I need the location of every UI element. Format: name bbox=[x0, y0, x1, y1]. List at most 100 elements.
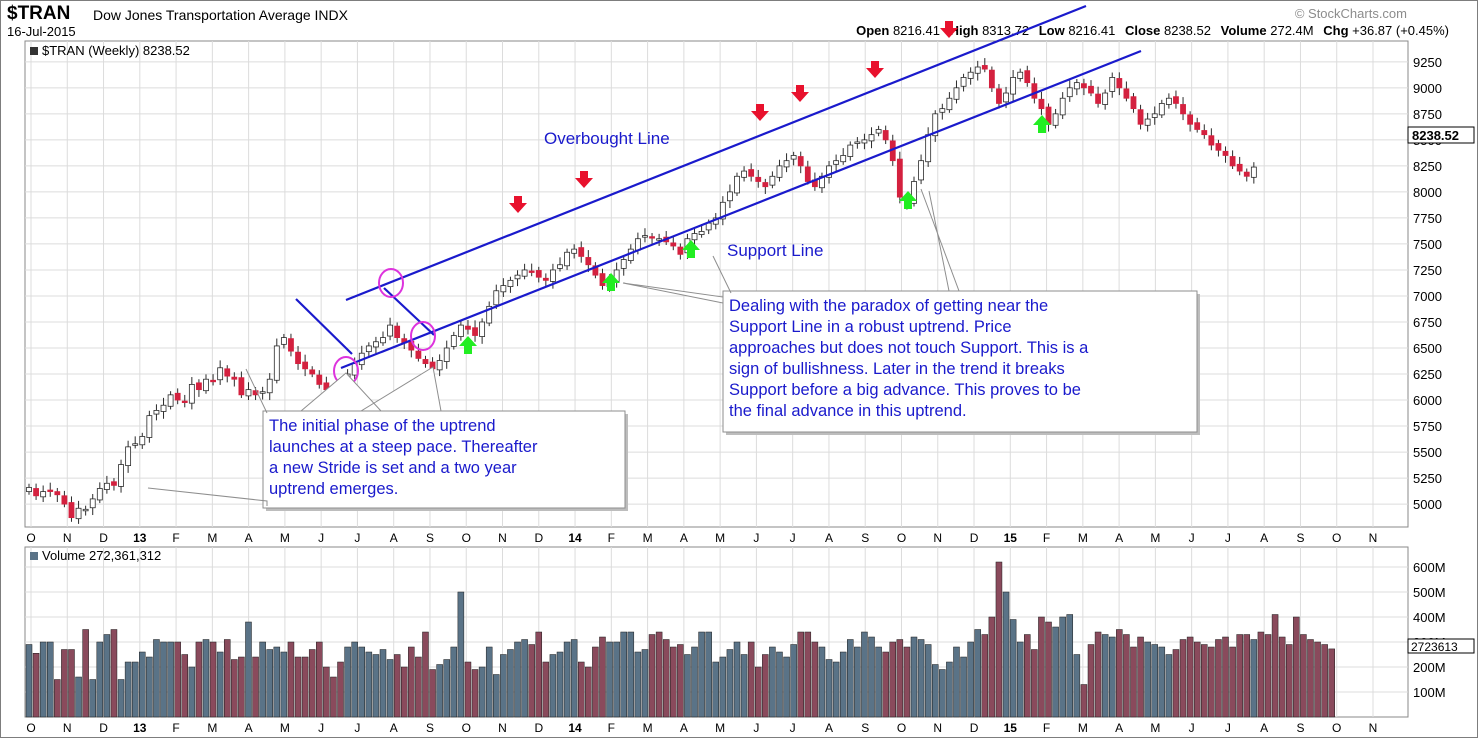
x-tick-label: A bbox=[390, 721, 398, 735]
volume-bar bbox=[677, 644, 684, 718]
candle-body bbox=[450, 335, 457, 347]
volume-bar bbox=[294, 656, 302, 718]
candle-body bbox=[415, 350, 422, 359]
volume-bar bbox=[648, 634, 656, 718]
candle-body bbox=[266, 378, 273, 394]
candle-body bbox=[231, 376, 238, 380]
candle-body bbox=[132, 443, 139, 446]
volume-bar bbox=[917, 639, 925, 718]
x-tick-label: A bbox=[680, 721, 688, 735]
candle-body bbox=[875, 129, 882, 134]
volume-bar bbox=[25, 644, 33, 718]
green-up-arrow bbox=[459, 336, 477, 354]
ticker-symbol: $TRAN bbox=[7, 3, 71, 24]
candle-body bbox=[946, 97, 953, 111]
volume-bar bbox=[1278, 636, 1286, 718]
candle-body bbox=[1031, 83, 1038, 99]
candle-body bbox=[1208, 135, 1215, 146]
last-volume-tag-box bbox=[1407, 638, 1475, 654]
candle-body bbox=[1081, 83, 1087, 89]
candle-body bbox=[1017, 71, 1024, 79]
volume-bar bbox=[754, 666, 762, 718]
volume-bar bbox=[684, 654, 691, 718]
candle-body bbox=[918, 160, 924, 181]
volume-bar bbox=[436, 664, 443, 718]
candle-body bbox=[1109, 77, 1116, 92]
candle-body bbox=[677, 246, 684, 255]
volume-bar bbox=[1031, 649, 1038, 718]
volume-bar bbox=[1250, 639, 1258, 718]
volume-bar bbox=[266, 649, 273, 718]
volume-bar bbox=[1137, 636, 1144, 718]
candle-body bbox=[960, 77, 967, 87]
volume-bar bbox=[563, 641, 571, 718]
callout-right-text-line: the final advance in this uptrend. bbox=[729, 402, 967, 420]
candle-body bbox=[1116, 78, 1123, 89]
volume-bar bbox=[386, 659, 394, 718]
candle-body bbox=[1222, 150, 1229, 156]
x-tick-label: N bbox=[63, 721, 72, 735]
price-tick-label: 7500 bbox=[1413, 237, 1442, 252]
volume-bar bbox=[46, 641, 54, 718]
volume-bar bbox=[82, 629, 89, 718]
price-tick-label: 8250 bbox=[1413, 159, 1442, 174]
volume-bar bbox=[344, 646, 351, 718]
candle-body bbox=[1073, 82, 1080, 90]
volume-bar bbox=[747, 641, 755, 718]
volume-bar bbox=[847, 639, 854, 718]
candle-body bbox=[1038, 98, 1045, 110]
volume-bar bbox=[776, 651, 783, 718]
x-tick-label: N bbox=[63, 531, 72, 545]
x-tick-label: J bbox=[790, 721, 796, 735]
candle-body bbox=[691, 233, 698, 241]
candle-body bbox=[436, 360, 443, 371]
x-tick-label: J bbox=[1189, 531, 1195, 545]
volume-bar bbox=[1307, 639, 1314, 718]
candle-body bbox=[719, 201, 726, 220]
candle-body bbox=[259, 391, 266, 394]
callout-right-pointer-2 bbox=[712, 255, 732, 294]
volume-bar bbox=[861, 631, 868, 718]
volume-bar bbox=[1229, 646, 1236, 718]
candle-body bbox=[465, 325, 471, 330]
volume-bar bbox=[740, 654, 748, 718]
volume-bar bbox=[1208, 646, 1215, 718]
candle-body bbox=[634, 238, 641, 251]
candle-body bbox=[273, 345, 280, 381]
x-tick-label: 14 bbox=[568, 721, 582, 735]
volume-bar bbox=[521, 639, 528, 718]
red-down-arrow bbox=[751, 104, 769, 121]
candle-body bbox=[96, 488, 103, 501]
volume-bar bbox=[769, 646, 776, 718]
candle-body bbox=[1151, 113, 1158, 118]
candle-body bbox=[252, 390, 259, 396]
stockcharts-logo[interactable]: © StockCharts.com bbox=[1294, 6, 1407, 21]
volume-bar bbox=[726, 649, 734, 718]
volume-bar bbox=[1066, 614, 1074, 718]
volume-bar bbox=[790, 644, 797, 718]
volume-bar bbox=[967, 641, 974, 718]
volume-bar bbox=[89, 679, 96, 718]
candle-body bbox=[790, 155, 797, 160]
candle-body bbox=[224, 368, 231, 377]
callout-right-text-line: Dealing with the paradox of getting near… bbox=[729, 297, 1048, 315]
highlight-circle bbox=[378, 268, 404, 298]
candle-body bbox=[457, 324, 464, 337]
candle-body bbox=[394, 325, 401, 338]
volume-bar bbox=[549, 654, 557, 718]
volume-bar bbox=[535, 631, 543, 718]
volume-bars bbox=[25, 561, 1335, 718]
volume-bar bbox=[457, 591, 465, 718]
x-tick-label: A bbox=[1115, 721, 1123, 735]
price-tick-label: 7250 bbox=[1413, 263, 1442, 278]
volume-bar bbox=[181, 654, 189, 718]
volume-bar bbox=[160, 641, 167, 718]
volume-bar bbox=[174, 641, 181, 718]
x-tick-label: N bbox=[933, 721, 942, 735]
x-axis-volume: O N D 13 F M A M J J A S O N D 14 F M A M J J A S O N D 15 F M A M J J A S O… bbox=[26, 721, 1377, 735]
volume-bar bbox=[500, 654, 507, 718]
x-tick-label: F bbox=[172, 721, 179, 735]
candle-body bbox=[1137, 109, 1144, 125]
candle-body bbox=[203, 378, 209, 392]
